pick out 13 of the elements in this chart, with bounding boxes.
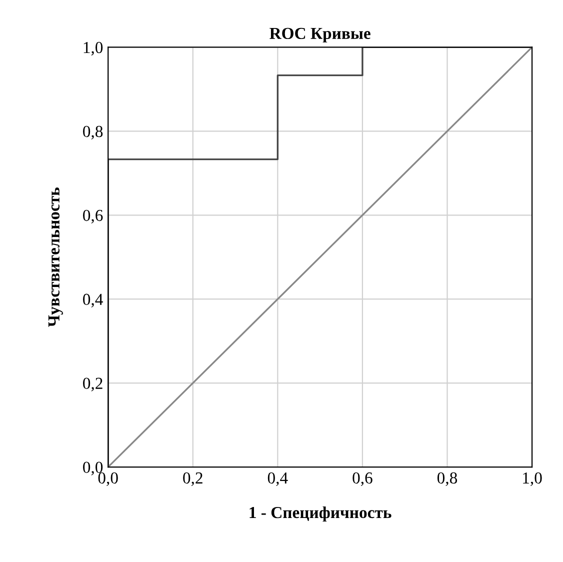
y-tick-label: 0,8 — [83, 126, 103, 140]
x-tick-label: 0,8 — [437, 472, 458, 486]
y-tick-label: 0,2 — [83, 378, 102, 392]
y-axis-title: Чувствительность — [48, 188, 63, 327]
y-tick-label: 0,6 — [83, 210, 103, 224]
x-tick-label: 0,2 — [183, 472, 202, 486]
x-tick-label: 0,6 — [352, 472, 372, 486]
y-tick-label: 1,0 — [84, 42, 103, 56]
x-axis-title: 1 - Специфичность — [250, 506, 392, 522]
x-tick-label: 0,4 — [268, 472, 288, 486]
x-tick-label: 1,0 — [523, 472, 542, 486]
chart-title: ROC Кривые — [270, 28, 370, 42]
y-tick-label: 0,4 — [83, 294, 103, 308]
